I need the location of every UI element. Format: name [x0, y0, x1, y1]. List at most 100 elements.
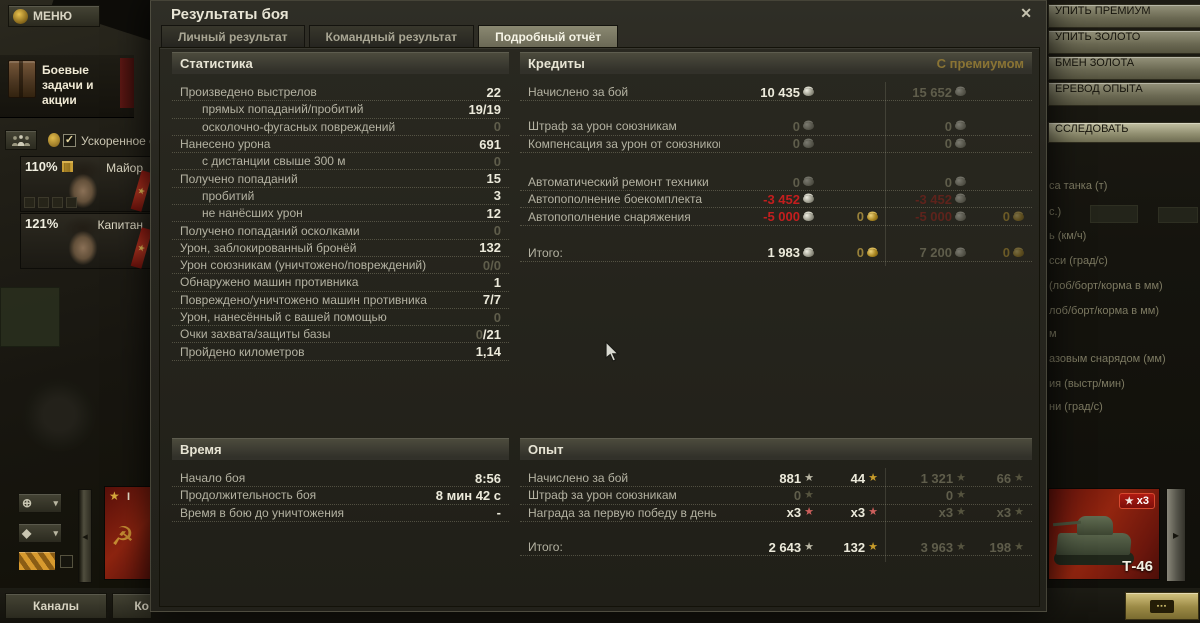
spec-label: са танка (т): [1049, 180, 1108, 192]
globe-icon: ⊕: [22, 496, 33, 510]
stats-row: Урон, заблокированный бронёй 132: [172, 240, 509, 257]
chevron-down-icon: ▾: [53, 527, 58, 538]
exchange-gold-button[interactable]: БМЕН ЗОЛОТА: [1048, 56, 1200, 80]
tab-personal-result[interactable]: Личный результат: [161, 25, 305, 47]
stats-row: Произведено выстрелов 22: [172, 84, 509, 102]
spec-label: азовым снарядом (мм): [1049, 353, 1166, 365]
carousel-scroll-right[interactable]: ▸: [1166, 488, 1186, 582]
time-row: Время в бою до уничтожения -: [172, 505, 509, 522]
time-row: Начало боя 8:56: [172, 470, 509, 488]
time-title: Время: [180, 442, 222, 457]
credits-icon: [955, 122, 966, 131]
research-button[interactable]: ССЛЕДОВАТЬ: [1048, 122, 1200, 143]
premium-column-divider: [885, 468, 886, 562]
credits-icon: [955, 139, 966, 148]
vehicle-type-icon: ◆: [22, 526, 32, 540]
missions-label: Боевые задачи и акции: [42, 63, 94, 107]
free-xp-star-icon: ★: [868, 540, 878, 553]
time-row: Продолжительность боя 8 мин 42 с: [172, 487, 509, 505]
channels-button[interactable]: Каналы: [5, 593, 107, 619]
time-panel: Время Начало боя 8:56 Продолжительность б…: [172, 438, 509, 522]
convert-xp-button[interactable]: ЕРЕВОД ОПЫТА: [1048, 82, 1200, 106]
spec-label: (лоб/борт/корма в мм): [1049, 280, 1163, 292]
with-premium-header: С премиумом: [936, 56, 1024, 71]
stats-row: Урон, нанесённый с вашей помощью 0: [172, 309, 509, 327]
tab-team-result[interactable]: Командный результат: [308, 25, 475, 47]
xp-row: Штраф за урон союзникам 0 ★ 0 ★: [520, 487, 1032, 505]
first-win-star-icon: ★: [868, 506, 878, 519]
crew-panel-button[interactable]: [5, 130, 37, 150]
gold-icon: [1013, 248, 1024, 257]
stats-row: Урон союзникам (уничтожено/повреждений) 0…: [172, 257, 509, 275]
credits-icon: [955, 178, 966, 187]
carousel-scroll-left[interactable]: ◂: [78, 489, 92, 583]
experience-title: Опыт: [528, 442, 564, 457]
crew-1-equipment-icons: [24, 197, 77, 208]
credits-row: Начислено за бой 10 435 15 652: [520, 84, 1032, 102]
free-xp-star-icon: ★: [1014, 471, 1024, 484]
chat-notifications-button[interactable]: ▪▪▪: [1125, 592, 1199, 620]
star-icon: ★: [1124, 495, 1134, 507]
crew-1-rank: Майор: [106, 161, 143, 175]
statistics-title: Статистика: [180, 56, 253, 71]
carousel-filter-type-dropdown[interactable]: ◆ ▾: [18, 523, 62, 543]
credits-icon: [803, 195, 814, 204]
premium-vehicles-filter-button[interactable]: [18, 551, 56, 571]
stats-row: Повреждено/уничтожено машин противника 7/…: [172, 292, 509, 309]
spec-label: ь (км/ч): [1049, 230, 1087, 242]
spec-label: лоб/борт/корма в мм): [1049, 305, 1159, 317]
collapse-left-icon: ◂: [82, 530, 88, 543]
stats-row: Пройдено километров 1,14: [172, 343, 509, 361]
spec-label: ия (выстр/мин): [1049, 378, 1125, 390]
dialog-title: Результаты боя: [171, 6, 289, 23]
carousel-filter-nation-dropdown[interactable]: ⊕ ▾: [18, 493, 62, 513]
credits-icon: [803, 248, 814, 257]
battle-results-dialog: Результаты боя ✕ Личный результат Команд…: [150, 0, 1047, 612]
filter-checkbox[interactable]: [60, 555, 73, 568]
contacts-button[interactable]: Ко: [112, 593, 152, 619]
first-win-star-icon: ★: [1014, 506, 1024, 519]
stats-row: осколочно-фугасных повреждений 0: [172, 119, 509, 136]
wot-emblem-icon: [13, 8, 28, 24]
carousel-tank-card-t46[interactable]: ★ х3 Т-46: [1048, 488, 1160, 580]
credits-icon: [955, 195, 966, 204]
dialog-content: Статистика Произведено выстрелов 22 прямы…: [159, 47, 1040, 607]
spec-label: сси (град/с): [1049, 255, 1108, 267]
crew-2-rank: Капитан: [97, 218, 143, 232]
buy-premium-button[interactable]: УПИТЬ ПРЕМИУМ: [1048, 4, 1200, 28]
stats-row: Обнаружено машин противника 1: [172, 274, 509, 292]
gold-icon: [867, 248, 878, 257]
tank-turret-shape: [1077, 516, 1113, 535]
crew-member-2[interactable]: 121% Капитан ★: [20, 213, 153, 269]
chat-bubble-icon: ▪▪▪: [1150, 599, 1174, 613]
stats-row: пробитий 3: [172, 188, 509, 206]
buy-gold-button[interactable]: УПИТЬ ЗОЛОТО: [1048, 30, 1200, 54]
tank-tier-label: I: [127, 491, 131, 503]
carousel-tank-card-ussr[interactable]: ★ I ☭: [104, 486, 152, 580]
crew-1-training-level: 110%: [25, 159, 73, 174]
missions-crate-icon: [8, 60, 36, 98]
accelerated-training-medal-icon: [48, 133, 60, 147]
tank-name-label: Т-46: [1122, 558, 1153, 575]
credits-icon: [955, 212, 966, 221]
x3-first-win-badge: ★ х3: [1118, 493, 1155, 509]
xp-total-row: Итого: 2 643 ★ 132 ★ 3 963 ★ 198 ★: [520, 539, 1032, 557]
xp-star-icon: ★: [804, 488, 814, 501]
premium-column-divider: [885, 82, 886, 266]
close-icon[interactable]: ✕: [1020, 5, 1032, 21]
accelerated-training-checkbox[interactable]: ✓: [63, 134, 76, 147]
menu-button[interactable]: МЕНЮ: [8, 5, 100, 27]
credits-panel: Кредиты С премиумом Начислено за бой 10 …: [520, 52, 1032, 266]
free-xp-star-icon: ★: [868, 471, 878, 484]
accelerated-training-label: Ускоренное об: [81, 134, 163, 148]
hangar-crate-shape: [0, 287, 60, 347]
gold-icon: [1013, 212, 1024, 221]
tab-detailed-report[interactable]: Подробный отчёт: [478, 25, 619, 47]
stats-row: прямых попаданий/пробитий 19/19: [172, 101, 509, 119]
xp-star-icon: ★: [956, 471, 966, 484]
stats-row: Нанесено урона 691: [172, 136, 509, 154]
xp-star-icon: ★: [804, 471, 814, 484]
spec-label: с.): [1049, 206, 1062, 218]
battle-missions-panel[interactable]: Боевые задачи и акции: [0, 55, 134, 118]
